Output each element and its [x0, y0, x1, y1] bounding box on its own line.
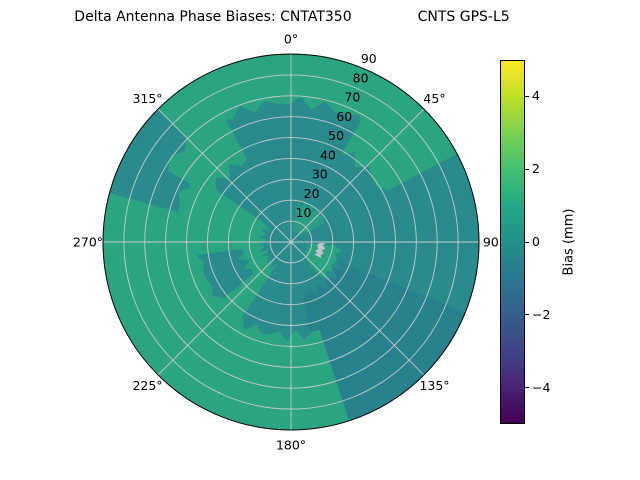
r-tick-label: 40 — [320, 147, 336, 162]
r-tick-label: 90 — [361, 51, 377, 66]
polar-region-upper-left-mid — [168, 116, 247, 196]
theta-tick-label: 225° — [132, 378, 162, 393]
chart-title: Delta Antenna Phase Biases: CNTAT350 CNT… — [74, 9, 509, 25]
colorbar-tick-label: −2 — [532, 306, 551, 322]
polar-grid-spoke — [290, 241, 425, 376]
theta-tick-label: 0° — [284, 31, 298, 46]
colorbar — [500, 60, 525, 424]
polar-outline — [102, 53, 480, 431]
theta-tick-label: 135° — [419, 378, 449, 393]
colorbar-axis-label: Bias (mm) — [561, 208, 577, 276]
theta-tick-label: 180° — [276, 437, 306, 452]
colorbar-tick-label: 4 — [532, 88, 540, 104]
colorbar-tick — [525, 95, 529, 97]
colorbar-tick-label: 2 — [532, 161, 540, 177]
r-tick-label: 50 — [328, 128, 344, 143]
chart-title-right: CNTS GPS-L5 — [417, 9, 510, 25]
polar-region-center-streak — [313, 243, 326, 259]
r-tick-label: 30 — [312, 167, 328, 182]
r-tick-label: 70 — [344, 90, 360, 105]
theta-tick-label: 90° — [483, 234, 505, 249]
colorbar-tick — [525, 168, 529, 170]
chart-title-left: Delta Antenna Phase Biases: CNTAT350 — [74, 9, 352, 25]
colorbar-gradient — [500, 60, 525, 424]
r-tick-label: 60 — [336, 109, 352, 124]
colorbar-tick-label: −4 — [532, 379, 551, 395]
polar-region-left-inner-hole — [196, 248, 254, 299]
polar-grid-spoke — [290, 108, 425, 243]
r-tick-label: 20 — [304, 186, 320, 201]
r-tick-label: 80 — [353, 70, 369, 85]
theta-tick-label: 45° — [423, 91, 445, 106]
r-tick-label: 10 — [296, 205, 312, 220]
polar-region-center-upper-right — [293, 198, 325, 238]
colorbar-tick — [525, 387, 529, 389]
theta-tick-label: 315° — [132, 91, 162, 106]
polar-grid-spoke — [157, 108, 292, 243]
colorbar-tick — [525, 314, 529, 316]
polar-grid-spoke — [157, 241, 292, 376]
colorbar-tick-label: 0 — [532, 234, 540, 249]
colorbar-tick — [525, 241, 529, 243]
theta-tick-label: 270° — [73, 234, 103, 249]
